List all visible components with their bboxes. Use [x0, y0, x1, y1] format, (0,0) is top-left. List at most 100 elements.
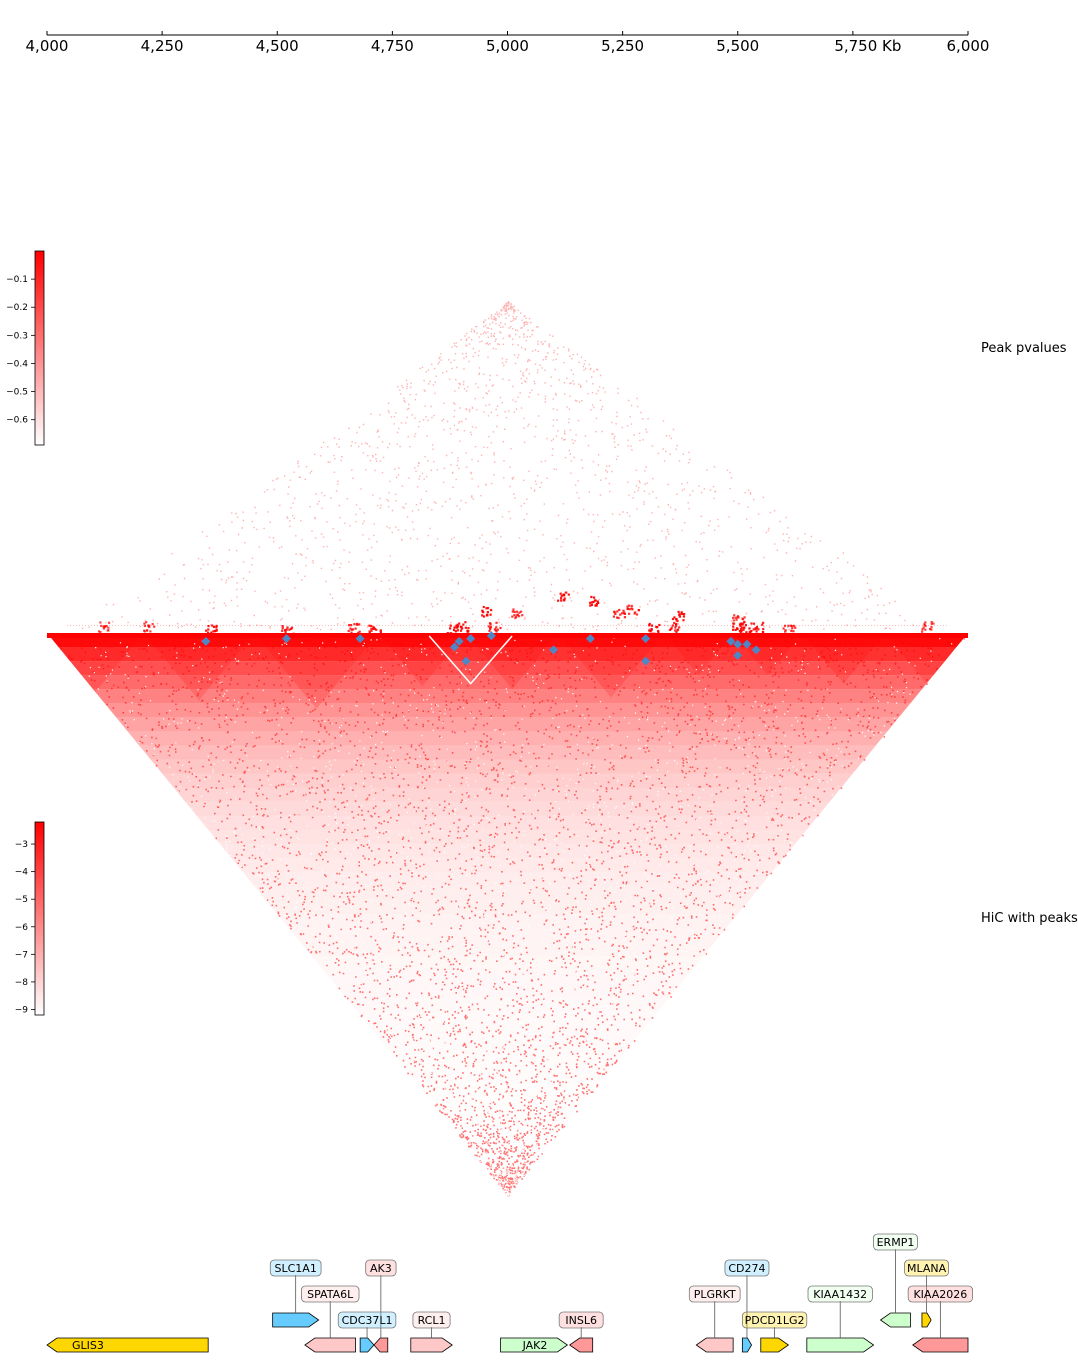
gene-kiaa2026: KIAA2026: [907, 1285, 973, 1353]
pval-pixel: [511, 615, 514, 618]
pval-pixel: [489, 608, 493, 612]
pval-pixel: [456, 623, 459, 626]
pval-pixel: [732, 616, 735, 619]
pval-pixel: [213, 625, 216, 629]
pval-pixel: [680, 611, 683, 614]
gene-mlana: MLANA: [904, 1259, 949, 1328]
colorbar-pvalues: −0.1 −0.2 −0.3 −0.4 −0.5 −0.6: [6, 250, 45, 446]
gene-arrow: [304, 1337, 356, 1353]
axis-tick-label-6: 5,500: [716, 37, 759, 55]
pval-pixel: [353, 623, 356, 626]
pval-pixel: [373, 627, 376, 630]
pval-pixel: [649, 630, 652, 633]
pval-pixel: [617, 616, 620, 620]
pval-pixel: [455, 626, 458, 629]
pval-pixel: [739, 628, 743, 631]
gene-label-box: [301, 1285, 360, 1303]
gene-label-box: [904, 1259, 949, 1277]
pval-pixel: [515, 610, 518, 613]
pval-blob-10: [612, 608, 626, 620]
pval-pixel: [732, 619, 735, 622]
gene-arrow: [741, 1337, 753, 1353]
peak-marker-2: [355, 634, 365, 644]
gene-arrow: [695, 1337, 734, 1353]
pval-pixel: [790, 629, 793, 633]
pval-pixel: [738, 629, 742, 633]
peak-marker-8: [549, 645, 559, 655]
pval-pixel: [358, 623, 361, 626]
pval-pixel: [732, 628, 735, 631]
hic-band: [150, 759, 865, 774]
pval-pixel: [107, 629, 110, 632]
pval-pixel: [682, 615, 685, 618]
pval-pixel: [464, 621, 467, 624]
pval-pixel: [592, 600, 595, 603]
pval-pixel: [511, 610, 514, 613]
gene-label-box: [807, 1285, 873, 1303]
pval-pixel: [457, 625, 460, 628]
colorbars: −0.1 −0.2 −0.3 −0.4 −0.5 −0.6 −3 −4 −5 −6 −7 −8 −9: [6, 250, 45, 1015]
pval-pixel: [372, 627, 375, 630]
hic-band: [127, 731, 888, 746]
pval-pixel: [148, 626, 151, 629]
gene-label: CD274: [728, 1262, 765, 1275]
hic-band: [104, 703, 911, 718]
pval-pixel: [590, 603, 593, 606]
pval-pixel: [594, 599, 597, 602]
pval-pixel: [145, 629, 149, 632]
pval-pixel: [515, 615, 518, 618]
pval-pixel: [467, 630, 470, 633]
pval-pixel: [612, 615, 615, 618]
pval-pixel: [616, 610, 619, 613]
pval-pixel: [743, 620, 746, 623]
pval-pixel: [281, 629, 284, 632]
peak-marker-16: [751, 645, 761, 655]
pval-pixel: [562, 593, 565, 596]
pval-pixel: [213, 629, 216, 633]
pval-pixel: [791, 627, 794, 630]
pval-pixel: [591, 601, 594, 604]
pval-pixel: [733, 622, 736, 625]
pval-pixel: [99, 631, 102, 634]
tad-3: [378, 633, 467, 687]
pval-pixel: [489, 623, 492, 626]
hic-band: [93, 689, 922, 704]
axis-tick-label-1: 4,250: [141, 37, 184, 55]
peak-marker-4: [454, 636, 464, 646]
pval-pixel: [281, 625, 284, 628]
hic-band: [265, 899, 750, 914]
pval-pixel: [782, 627, 785, 630]
hic-band: [242, 871, 773, 886]
gene-label-box: [269, 1259, 322, 1277]
pval-pixel: [212, 630, 215, 633]
pval-pixel: [100, 624, 103, 627]
gene-label-box: [337, 1311, 397, 1329]
pval-pixel: [676, 629, 679, 632]
pval-pixel: [290, 627, 293, 630]
pval-pixel: [459, 629, 463, 632]
pval-pixel: [740, 623, 743, 626]
pval-blob-7: [481, 605, 493, 618]
pval-pixel: [783, 624, 787, 627]
gene-label: KIAA1432: [813, 1288, 867, 1301]
pval-pixel: [481, 614, 484, 617]
pval-pixel: [97, 630, 101, 633]
gene-plgrkt: PLGRKT: [688, 1285, 741, 1353]
pval-pixel: [375, 628, 378, 631]
colorbar-tick-label-3: −6: [15, 923, 29, 933]
pval-pixel: [630, 607, 633, 610]
pval-pixel: [750, 622, 753, 625]
pval-pixel: [734, 616, 737, 619]
pval-pixel: [495, 626, 498, 629]
gene-label: KIAA2026: [913, 1288, 967, 1301]
hic-band: [116, 717, 899, 732]
pval-pixel: [514, 616, 517, 620]
colorbar-tick-label-0: −0.1: [6, 275, 28, 285]
pval-pixel: [285, 628, 288, 631]
pval-pixel: [290, 626, 294, 629]
pval-pixel: [789, 624, 792, 627]
gene-label: ERMP1: [877, 1236, 915, 1249]
pval-pixel: [650, 627, 653, 631]
gene-ermp1: ERMP1: [873, 1233, 918, 1328]
pval-pixel: [350, 631, 353, 634]
